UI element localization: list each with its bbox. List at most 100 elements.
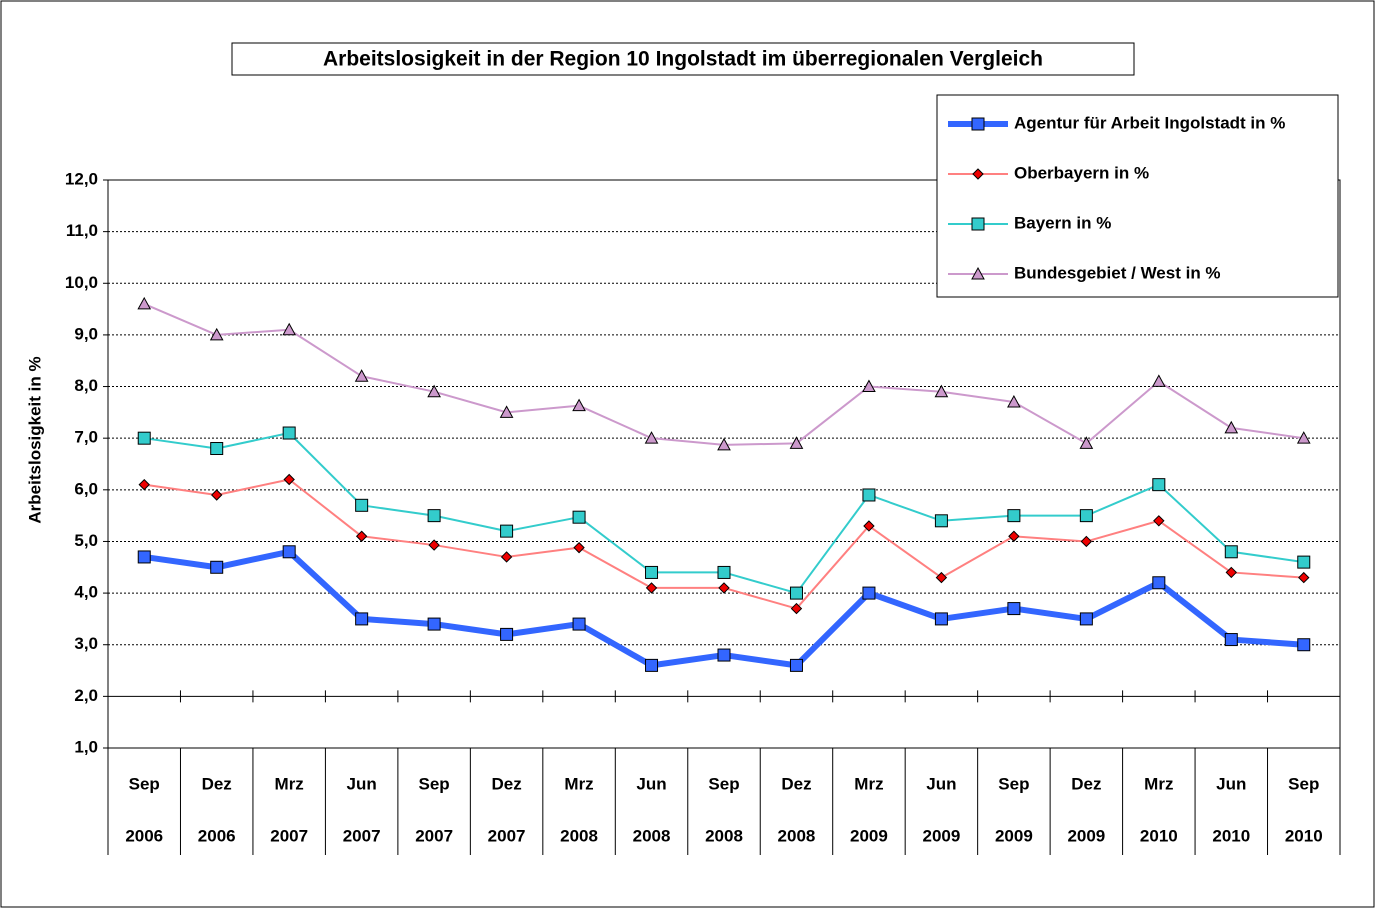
legend-marker: [971, 217, 985, 231]
legend-label: Oberbayern in %: [1014, 163, 1149, 182]
data-point: [863, 520, 875, 532]
x-tick-label: Jun: [1216, 774, 1246, 793]
x-tick-label: 2006: [198, 826, 236, 845]
data-point: [789, 436, 804, 449]
x-tick-label: 2008: [778, 826, 816, 845]
data-point: [572, 510, 586, 524]
data-point: [1225, 566, 1238, 579]
data-point: [1007, 394, 1021, 408]
data-point: [934, 384, 949, 398]
x-tick-label: 2010: [1285, 826, 1323, 845]
legend-label: Bundesgebiet / West in %: [1014, 263, 1221, 282]
data-point: [355, 612, 369, 626]
x-tick-label: Mrz: [564, 774, 593, 793]
y-tick-label: 6,0: [74, 479, 98, 498]
data-point: [1152, 478, 1166, 492]
data-point: [789, 658, 803, 672]
data-point: [573, 541, 585, 554]
data-point: [282, 322, 297, 336]
x-tick-label: Jun: [926, 774, 956, 793]
x-tick-label: 2009: [995, 826, 1033, 845]
data-point: [934, 514, 948, 528]
data-point: [210, 442, 224, 456]
data-point: [282, 545, 296, 559]
x-tick-label: Jun: [636, 774, 666, 793]
x-tick-label: Sep: [129, 774, 160, 793]
legend-marker: [972, 168, 984, 180]
chart-title: Arbeitslosigkeit in der Region 10 Ingols…: [323, 48, 1043, 71]
data-point: [645, 565, 659, 579]
data-point: [717, 437, 731, 451]
data-point: [1151, 374, 1166, 387]
y-tick-label: 10,0: [65, 273, 98, 292]
x-tick-label: Mrz: [275, 774, 304, 793]
data-point: [427, 617, 441, 631]
data-point: [1008, 530, 1020, 542]
data-point: [1080, 535, 1093, 548]
data-point: [355, 498, 369, 512]
data-point: [1079, 436, 1094, 449]
data-point: [645, 582, 658, 594]
data-point: [138, 478, 150, 491]
data-point: [1007, 509, 1021, 523]
y-tick-label: 9,0: [74, 324, 98, 343]
y-tick-label: 2,0: [74, 686, 98, 705]
data-point: [789, 586, 803, 600]
data-point: [500, 551, 513, 563]
y-tick-label: 8,0: [74, 376, 98, 395]
x-tick-label: Sep: [998, 774, 1029, 793]
x-tick-label: 2007: [343, 826, 381, 845]
x-tick-label: Dez: [491, 774, 521, 793]
data-point: [790, 602, 803, 615]
data-point: [282, 426, 296, 440]
title-box: [231, 42, 1135, 76]
data-point: [718, 582, 730, 594]
data-point: [1298, 571, 1310, 584]
y-axis-label: Arbeitslosigkeit in %: [25, 356, 44, 523]
data-point: [1297, 555, 1311, 569]
data-point: [137, 431, 151, 445]
data-point: [210, 489, 223, 501]
data-point: [572, 398, 586, 412]
data-point: [1007, 602, 1021, 616]
x-tick-label: Sep: [419, 774, 450, 793]
data-point: [428, 539, 440, 551]
data-point: [1079, 612, 1093, 626]
x-tick-label: Dez: [1071, 774, 1101, 793]
x-tick-label: 2007: [488, 826, 526, 845]
legend-box: [936, 94, 1339, 298]
legend-marker: [971, 117, 985, 131]
data-point: [1079, 509, 1093, 523]
legend-label: Agentur für Arbeit Ingolstadt in %: [1014, 113, 1285, 132]
x-tick-label: Mrz: [1144, 774, 1173, 793]
data-point: [137, 296, 152, 310]
y-tick-label: 12,0: [65, 169, 98, 188]
x-tick-label: Dez: [781, 774, 811, 793]
data-point: [645, 658, 659, 672]
legend-marker: [971, 266, 985, 280]
y-tick-label: 4,0: [74, 583, 98, 602]
x-tick-label: 2006: [125, 826, 163, 845]
x-tick-label: 2007: [415, 826, 453, 845]
data-point: [1224, 545, 1238, 559]
data-point: [427, 509, 441, 523]
data-point: [1297, 638, 1311, 652]
data-point: [500, 524, 514, 538]
x-tick-label: 2008: [705, 826, 743, 845]
x-tick-label: 2007: [270, 826, 308, 845]
data-point: [862, 488, 876, 502]
x-tick-label: Sep: [708, 774, 739, 793]
data-point: [862, 379, 876, 393]
x-tick-label: 2008: [560, 826, 598, 845]
data-point: [427, 384, 441, 398]
data-point: [210, 560, 224, 574]
x-tick-label: 2009: [850, 826, 888, 845]
x-tick-label: Jun: [347, 774, 377, 793]
data-point: [1153, 515, 1165, 527]
data-point: [499, 405, 514, 418]
data-point: [283, 473, 295, 486]
data-point: [572, 617, 586, 631]
x-tick-label: 2010: [1140, 826, 1178, 845]
data-point: [935, 571, 948, 584]
